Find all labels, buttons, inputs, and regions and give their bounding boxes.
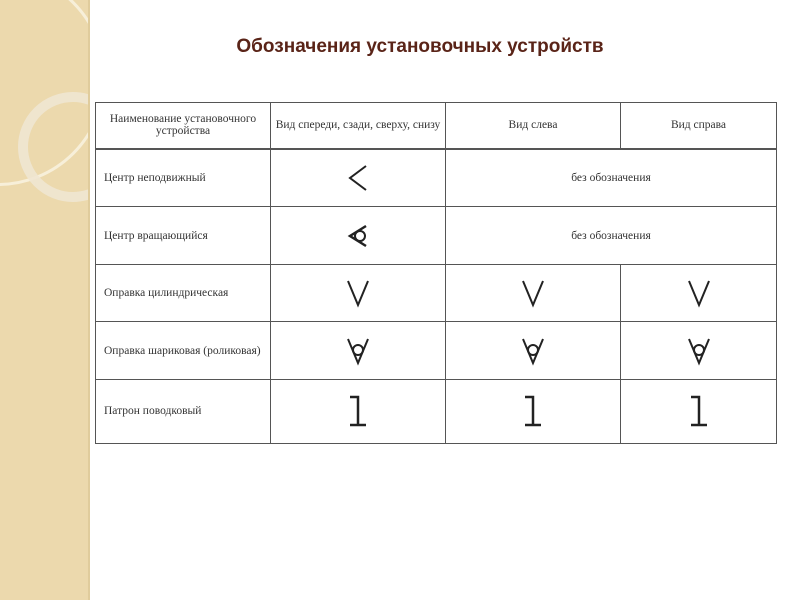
mandrel-v-icon (522, 280, 544, 308)
driver-chuck-icon (690, 396, 707, 427)
center-fixed-icon (348, 165, 367, 191)
row-name: Центр неподвижный (95, 147, 271, 208)
symbol-cell (620, 263, 777, 323)
slide-title: Обозначения установочных устройств (236, 36, 604, 57)
note-cell: без обозначения (445, 147, 777, 208)
row-name: Оправка шариковая (роликовая) (95, 321, 271, 380)
symbol-cell (270, 147, 446, 208)
driver-chuck-icon (525, 396, 541, 427)
mandrel-v-icon (687, 280, 710, 308)
symbols-table: Наименование установочного устройства Ви… (95, 102, 777, 445)
symbol-cell (270, 321, 446, 380)
mandrel-ball-icon (687, 338, 710, 366)
symbol-cell (445, 321, 621, 380)
symbol-cell (445, 263, 621, 323)
table-row: Оправка шариковая (роликовая) (95, 321, 777, 380)
table-row: Центр вращающийся без обозначения (95, 206, 777, 265)
header-cell: Вид слева (445, 102, 621, 150)
symbol-cell (270, 206, 446, 265)
symbol-cell (270, 378, 446, 445)
symbol-cell (620, 378, 777, 445)
header-cell: Вид справа (620, 102, 777, 150)
decorative-band (0, 0, 90, 600)
symbol-cell (270, 263, 446, 323)
mandrel-v-icon (347, 280, 369, 308)
table-row: Центр неподвижный без обозначения (95, 147, 777, 208)
row-name: Оправка цилиндрическая (95, 263, 271, 323)
row-name: Центр вращающийся (95, 206, 271, 265)
header-cell: Наименование установочного устройства (95, 102, 271, 150)
symbol-cell (445, 378, 621, 445)
driver-chuck-icon (350, 396, 366, 427)
mandrel-ball-icon (347, 338, 369, 366)
header-row: Наименование установочного устройства Ви… (95, 102, 777, 150)
header-cell: Вид спереди, сзади, сверху, снизу (270, 102, 446, 150)
note-cell: без обозначения (445, 206, 777, 265)
center-rotating-icon (347, 224, 367, 247)
row-name: Патрон поводковый (95, 378, 271, 445)
mandrel-ball-icon (522, 338, 544, 366)
symbol-cell (620, 321, 777, 380)
table-row: Патрон поводковый (95, 378, 777, 445)
table-row: Оправка цилиндрическая (95, 263, 777, 323)
